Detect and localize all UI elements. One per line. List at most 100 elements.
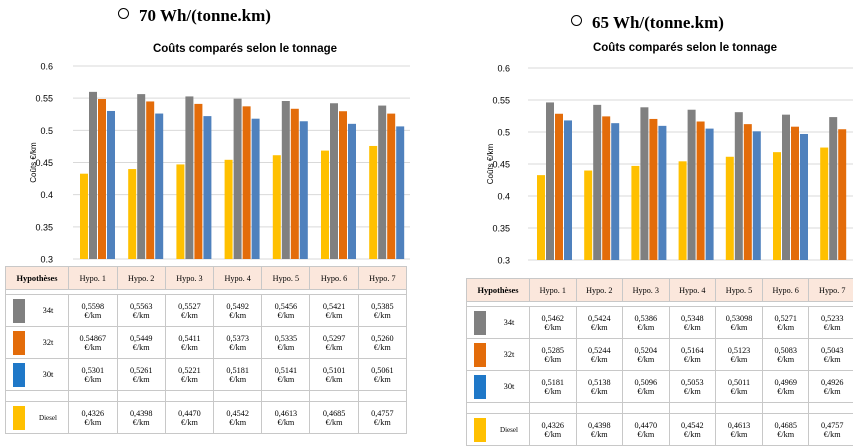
cell-value: 0,5061 [359,366,406,375]
cell-unit: €/km [262,311,309,320]
table-header-cell: Hypo. 7 [809,279,853,302]
bar-34t-7 [829,117,837,260]
cell-unit: €/km [670,323,716,332]
cell-value: 0,4757 [809,421,853,430]
bar-30t-2 [611,123,619,260]
cell-unit: €/km [166,375,213,384]
bar-diesel-4 [679,161,687,260]
bar-30t-3 [658,126,666,260]
cell-unit: €/km [763,355,809,364]
cell-value: 0,5083 [763,346,809,355]
cell-unit: €/km [262,418,309,427]
cell-unit: €/km [166,311,213,320]
cell-unit: €/km [69,311,117,320]
cell-unit: €/km [214,418,261,427]
cell-unit: €/km [530,355,576,364]
cell-unit: €/km [716,355,762,364]
bar-30t-6 [800,134,808,260]
y-tick-label: 0.4 [497,192,510,202]
cell-unit: €/km [310,343,357,352]
table-spacer [117,391,165,402]
cell-unit: €/km [530,430,576,439]
table-spacer [623,403,670,414]
cell-value: 0,4470 [166,409,213,418]
row-label-diesel: Diesel [6,402,69,434]
cell-unit: €/km [310,418,357,427]
cell-value: 0,4685 [763,421,809,430]
cell-unit: €/km [716,387,762,396]
cell-value: 0,4685 [310,409,357,418]
bar-diesel-6 [773,152,781,260]
table-cell: 0,4685€/km [762,414,809,446]
table-cell: 0,4542€/km [214,402,262,434]
table-cell: 0,5043€/km [809,339,853,371]
y-tick-label: 0.3 [497,256,510,266]
row-label-text: 34t [504,318,515,327]
row-label-32t: 32t [6,327,69,359]
table-cell: 0,4326€/km [530,414,577,446]
table-spacer [762,403,809,414]
cell-value: 0,4926 [809,378,853,387]
color-swatch [13,299,25,323]
table-cell: 0,4685€/km [310,402,358,434]
table-cell: 0,5181€/km [530,371,577,403]
row-label-34t: 34t [467,307,530,339]
color-swatch [474,311,486,335]
table-cell: 0,5492€/km [214,295,262,327]
bar-34t-4 [688,110,696,260]
table-cell: 0,4470€/km [165,402,213,434]
cell-value: 0,4398 [577,421,623,430]
cell-value: 0,5598 [69,302,117,311]
table-cell: 0,5138€/km [576,371,623,403]
table-cell: 0,5563€/km [117,295,165,327]
cell-value: 0,53098 [716,314,762,323]
cell-unit: €/km [166,418,213,427]
table-spacer [69,391,118,402]
table-cell: 0,5386€/km [623,307,670,339]
y-tick-label: 0.45 [492,160,510,170]
cell-unit: €/km [670,355,716,364]
cell-value: 0,5335 [262,334,309,343]
cell-value: 0,5456 [262,302,309,311]
cell-value: 0.54867 [69,334,117,343]
table-cell: 0,5181€/km [214,359,262,391]
table-header-cell: Hypo. 5 [716,279,763,302]
table-cell: 0,4757€/km [358,402,406,434]
cell-unit: €/km [359,311,406,320]
cell-unit: €/km [670,387,716,396]
cell-value: 0,5492 [214,302,261,311]
color-swatch [474,343,486,367]
cell-unit: €/km [530,323,576,332]
y-axis-label: Coûts €/km [486,143,495,184]
table-spacer [530,403,577,414]
cell-unit: €/km [69,343,117,352]
cell-unit: €/km [809,430,853,439]
bar-34t-1 [546,102,554,260]
cell-value: 0,5141 [262,366,309,375]
table-cell: 0,4470€/km [623,414,670,446]
cell-value: 0,5123 [716,346,762,355]
table-cell: 0,4926€/km [809,371,853,403]
cell-unit: €/km [166,343,213,352]
cell-value: 0,5411 [166,334,213,343]
cell-unit: €/km [530,387,576,396]
cell-value: 0,5053 [670,378,716,387]
cell-value: 0,5373 [214,334,261,343]
cell-value: 0,5221 [166,366,213,375]
cell-unit: €/km [69,375,117,384]
table-cell: 0.54867€/km [69,327,118,359]
table-header-cell: Hypo. 6 [762,279,809,302]
bar-diesel-7 [820,148,828,260]
cell-unit: €/km [214,343,261,352]
cell-unit: €/km [310,311,357,320]
cell-unit: €/km [69,418,117,427]
cell-value: 0,5181 [530,378,576,387]
row-label-text: 30t [43,370,54,379]
table-spacer [809,403,853,414]
bar-30t-5 [753,131,761,260]
row-label-34t: 34t [6,295,69,327]
